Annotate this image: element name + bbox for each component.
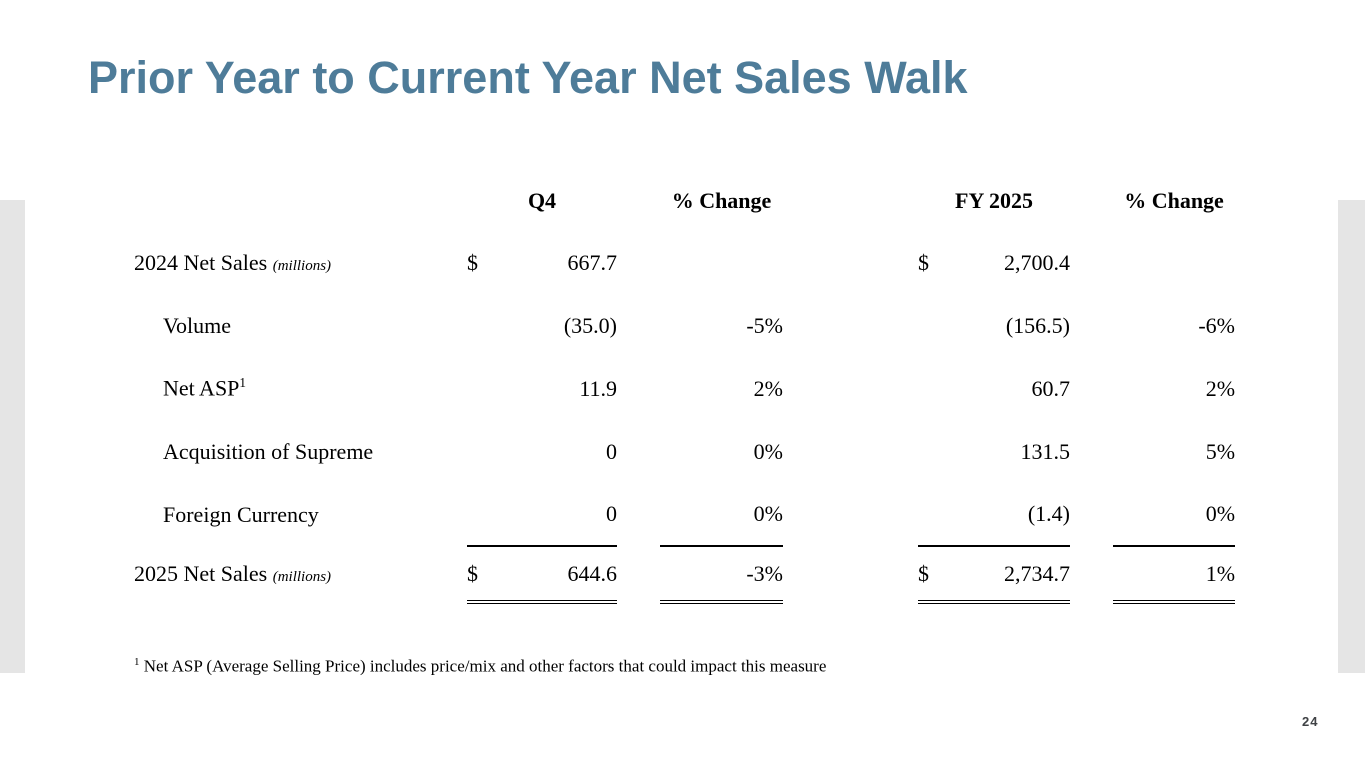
table-row: 2024 Net Sales (millions) $ 667.7 $ 2,70… — [134, 231, 1235, 294]
header-gap — [783, 170, 918, 231]
row-label: 2025 Net Sales (millions) — [134, 561, 332, 586]
row-label: Volume — [163, 312, 232, 338]
fy-value: (156.5) — [1005, 312, 1071, 338]
table-row: Net ASP1 11.9 2% 60.7 2% — [134, 357, 1235, 420]
right-accent-bar — [1338, 200, 1365, 673]
header-gap — [617, 170, 660, 231]
header-gap — [1070, 170, 1113, 231]
row-label-suffix: (millions) — [272, 257, 332, 274]
row-label: Acquisition of Supreme — [163, 438, 374, 464]
q4-pct: 0% — [753, 438, 783, 464]
q4-value: (35.0) — [563, 312, 617, 338]
q4-value: 11.9 — [579, 375, 617, 401]
left-accent-bar — [0, 200, 25, 673]
net-sales-walk-table: Q4 % Change FY 2025 % Change 2024 Net Sa… — [134, 170, 1236, 604]
fy-value: (1.4) — [1027, 501, 1071, 526]
q4-value: 644.6 — [500, 545, 617, 604]
table-row-total: 2025 Net Sales (millions) $ 644.6 -3% $ … — [134, 545, 1236, 604]
q4-value: 667.7 — [567, 249, 618, 275]
row-label: Net ASP1 — [163, 375, 247, 401]
table-row: Foreign Currency 0 0% (1.4) 0% — [134, 483, 1235, 546]
page-number: 24 — [1302, 714, 1319, 729]
fy-value: 2,700.4 — [1004, 249, 1071, 275]
header-fy-change: % Change — [1124, 187, 1224, 213]
table-header-row: Q4 % Change FY 2025 % Change — [134, 170, 1235, 231]
footnote-marker: 1 — [134, 656, 140, 668]
fy-value: 131.5 — [1020, 438, 1071, 464]
q4-pct: 0% — [753, 501, 783, 526]
header-q4-change: % Change — [671, 187, 772, 213]
fy-pct: 2% — [1205, 375, 1236, 401]
q4-pct: -5% — [746, 312, 783, 338]
header-fy2025: FY 2025 — [955, 187, 1034, 213]
header-q4: Q4 — [527, 187, 557, 213]
q4-dollar-sign: $ — [467, 545, 500, 604]
q4-pct: -3% — [660, 545, 783, 604]
table-row: Acquisition of Supreme 0 0% 131.5 5% — [134, 420, 1235, 483]
fy-pct: -6% — [1198, 312, 1236, 338]
fy-value: 60.7 — [1031, 375, 1071, 401]
footnote-text: Net ASP (Average Selling Price) includes… — [139, 656, 827, 676]
fy-dollar-sign: $ — [918, 545, 954, 604]
table-row: Volume (35.0) -5% (156.5) -6% — [134, 294, 1235, 357]
footnote-marker: 1 — [239, 375, 247, 391]
fy-pct: 0% — [1205, 501, 1236, 526]
slide-title: Prior Year to Current Year Net Sales Wal… — [88, 52, 968, 103]
row-label-suffix: (millions) — [272, 569, 332, 585]
row-label: Foreign Currency — [163, 501, 319, 527]
q4-pct — [660, 231, 783, 294]
q4-dollar-sign: $ — [467, 249, 478, 275]
q4-value: 0 — [606, 438, 617, 464]
fy-pct: 5% — [1205, 438, 1236, 464]
q4-value: 0 — [606, 501, 617, 526]
row-label: 2024 Net Sales (millions) — [134, 249, 332, 275]
fy-pct: 1% — [1113, 545, 1236, 604]
footnote: 1 Net ASP (Average Selling Price) includ… — [134, 656, 826, 677]
q4-pct: 2% — [753, 375, 783, 401]
fy-dollar-sign: $ — [918, 249, 929, 275]
fy-value: 2,734.7 — [954, 545, 1071, 604]
header-spacer — [134, 170, 467, 231]
fy-pct — [1113, 231, 1235, 294]
